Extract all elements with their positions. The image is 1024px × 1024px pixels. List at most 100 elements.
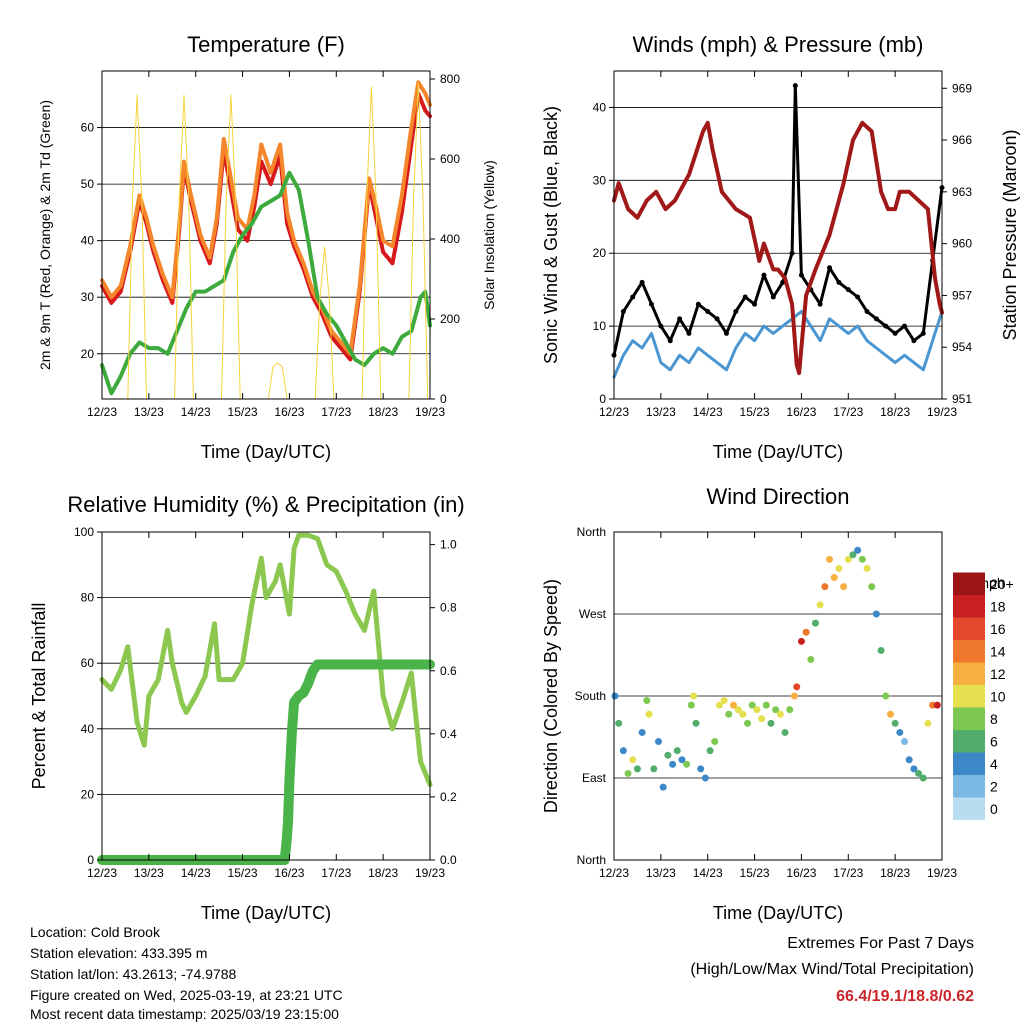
wind-direction-point — [729, 701, 737, 709]
wind-direction-point — [706, 747, 714, 755]
y-tick-label-right: 400 — [440, 232, 460, 246]
wind-direction-point — [701, 774, 709, 782]
y-tick-label-right: 954 — [952, 340, 972, 354]
x-tick-label: 16/23 — [786, 866, 816, 880]
y-tick-label: 40 — [593, 100, 607, 114]
x-tick-label: 19/23 — [415, 405, 445, 419]
x-tick-label: 15/23 — [740, 405, 770, 419]
wind-direction-point — [886, 710, 894, 718]
gust-point — [620, 309, 626, 315]
y-tick-label: 50 — [81, 177, 95, 191]
series-line-2m-td — [100, 170, 432, 396]
x-tick-label: 16/23 — [786, 405, 816, 419]
wind-direction-point — [891, 719, 899, 727]
legend-label: 20+ — [990, 576, 1014, 592]
y-tick-label: East — [582, 771, 607, 785]
wind-direction-point — [664, 751, 672, 759]
legend-swatch — [953, 685, 985, 708]
gust-point — [723, 330, 729, 336]
x-tick-label: 17/23 — [321, 405, 351, 419]
y-tick-label: 20 — [81, 787, 95, 801]
extremes-values: 66.4/19.1/18.8/0.62 — [836, 988, 974, 1005]
wind-direction-point — [802, 628, 810, 636]
wind-direction-point — [858, 555, 866, 563]
x-tick-label: 14/23 — [181, 405, 211, 419]
wind-direction-point — [762, 701, 770, 709]
station-location: Location: Cold Brook — [30, 924, 160, 940]
wind-direction-point — [673, 747, 681, 755]
wind-direction-point — [715, 701, 723, 709]
y-tick-label-right: 0.8 — [440, 601, 457, 615]
series-line-gust — [612, 84, 944, 357]
y-tick-label-right: 963 — [952, 185, 972, 199]
plot-frame — [613, 70, 943, 400]
y-tick-label: 0 — [599, 392, 606, 406]
legend-label: 2 — [990, 778, 998, 794]
x-tick-label: 13/23 — [646, 866, 676, 880]
wind-direction-point — [776, 710, 784, 718]
series-line-total-precipitation — [97, 659, 435, 865]
legend-label: 4 — [990, 756, 998, 772]
x-tick-label: 14/23 — [693, 405, 723, 419]
x-tick-label: 13/23 — [134, 405, 164, 419]
gust-point — [667, 338, 673, 344]
wind-direction-point — [720, 697, 728, 705]
gust-point — [658, 323, 664, 329]
y-tick-label-right: 969 — [952, 81, 972, 95]
chart-title: Winds (mph) & Pressure (mb) — [633, 32, 924, 57]
y-tick-label: South — [575, 689, 606, 703]
x-tick-label: 18/23 — [880, 405, 910, 419]
x-tick-label: 18/23 — [368, 405, 398, 419]
gust-point — [883, 323, 889, 329]
gust-point — [639, 279, 645, 285]
y-tick-label-right: 200 — [440, 312, 460, 326]
y-tick-label: 60 — [81, 656, 95, 670]
y-tick-label-right: 960 — [952, 237, 972, 251]
x-tick-label: 19/23 — [927, 866, 957, 880]
gust-point — [892, 330, 898, 336]
y-tick-label-right: 957 — [952, 288, 972, 302]
y-tick-label: 10 — [593, 319, 607, 333]
wind-direction-point — [835, 564, 843, 572]
x-tick-label: 12/23 — [599, 866, 629, 880]
gust-point — [705, 309, 711, 315]
x-tick-label: 12/23 — [87, 405, 117, 419]
gust-point — [855, 294, 861, 300]
wind-direction-point — [638, 728, 646, 736]
y-tick-label: 100 — [74, 525, 94, 539]
wind-direction-point — [645, 710, 653, 718]
x-tick-label: 15/23 — [740, 866, 770, 880]
station-latlon: Station lat/lon: 43.2613; -74.9788 — [30, 966, 237, 982]
y-tick-label: North — [577, 853, 606, 867]
gust-point — [648, 301, 654, 307]
gust-point — [902, 323, 908, 329]
x-axis-label: Time (Day/UTC) — [713, 442, 843, 462]
wind-direction-point — [807, 656, 815, 664]
wind-direction-point — [619, 747, 627, 755]
wind-direction-point — [933, 701, 941, 709]
legend-swatch — [953, 662, 985, 685]
legend-swatch — [953, 730, 985, 753]
wind-direction-point — [826, 555, 834, 563]
y-tick-label: West — [579, 607, 607, 621]
gust-point — [742, 294, 748, 300]
y-tick-label-right: 0 — [440, 392, 447, 406]
x-tick-label: 15/23 — [228, 866, 258, 880]
wind-direction-point — [758, 715, 766, 723]
legend-swatch — [953, 775, 985, 798]
x-tick-label: 17/23 — [833, 405, 863, 419]
x-tick-label: 13/23 — [646, 405, 676, 419]
wind-direction-point — [830, 574, 838, 582]
wind-direction-point — [821, 583, 829, 591]
gust-point — [827, 265, 833, 271]
wind-direction-point — [697, 765, 705, 773]
legend-label: 0 — [990, 801, 998, 817]
wind-direction-point — [910, 765, 918, 773]
wind-direction-point — [816, 601, 824, 609]
series-line-9m-t — [100, 80, 432, 356]
wind-direction-point — [748, 701, 756, 709]
legend-swatch — [953, 707, 985, 730]
x-axis-label: Time (Day/UTC) — [201, 903, 331, 923]
y-axis-label-right: Station Pressure (Maroon) — [1000, 129, 1020, 340]
gust-point — [733, 309, 739, 315]
